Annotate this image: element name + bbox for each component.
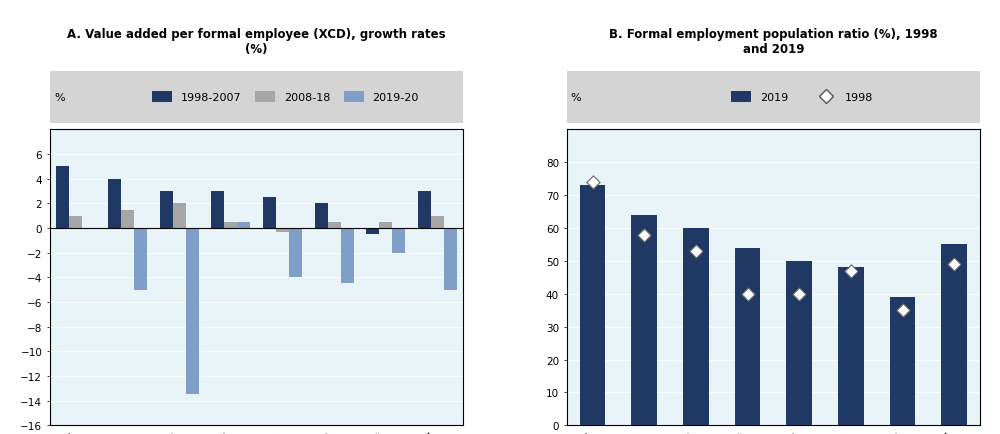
Text: B. Formal employment population ratio (%), 1998
and 2019: B. Formal employment population ratio (%…	[609, 28, 938, 56]
Point	[688, 248, 704, 255]
Bar	[328, 222, 341, 228]
Bar	[786, 261, 812, 425]
Bar	[735, 248, 760, 425]
Bar	[237, 222, 250, 228]
Bar	[173, 204, 186, 228]
Bar	[56, 167, 69, 228]
Bar	[160, 191, 173, 228]
Point	[636, 232, 652, 239]
Bar	[631, 215, 657, 425]
Bar	[289, 228, 302, 278]
Bar	[431, 216, 444, 228]
Bar	[263, 198, 276, 228]
Bar	[134, 228, 147, 290]
Bar	[392, 228, 405, 253]
Bar	[69, 216, 82, 228]
Bar	[683, 228, 709, 425]
Bar	[108, 179, 121, 228]
Bar	[379, 222, 392, 228]
Point	[843, 268, 859, 275]
Text: %: %	[54, 92, 65, 102]
Point	[791, 291, 807, 298]
Bar	[186, 228, 199, 395]
Bar	[890, 297, 915, 425]
Bar	[366, 228, 379, 235]
Text: A. Value added per formal employee (XCD), growth rates
(%): A. Value added per formal employee (XCD)…	[67, 28, 446, 56]
Bar	[121, 210, 134, 228]
Bar	[444, 228, 457, 290]
Point	[584, 179, 600, 186]
Text: %: %	[571, 92, 581, 102]
Point	[740, 291, 756, 298]
Bar	[341, 228, 354, 284]
Point	[894, 307, 910, 314]
Bar	[838, 268, 864, 425]
Bar	[224, 222, 237, 228]
Legend: 2019, 1998: 2019, 1998	[728, 89, 877, 106]
Bar	[315, 204, 328, 228]
Bar	[580, 186, 605, 425]
Point	[946, 261, 962, 268]
Legend: 1998-2007, 2008-18, 2019-20: 1998-2007, 2008-18, 2019-20	[149, 89, 422, 106]
Bar	[211, 191, 224, 228]
Bar	[276, 228, 289, 232]
Bar	[941, 245, 967, 425]
Bar	[418, 191, 431, 228]
